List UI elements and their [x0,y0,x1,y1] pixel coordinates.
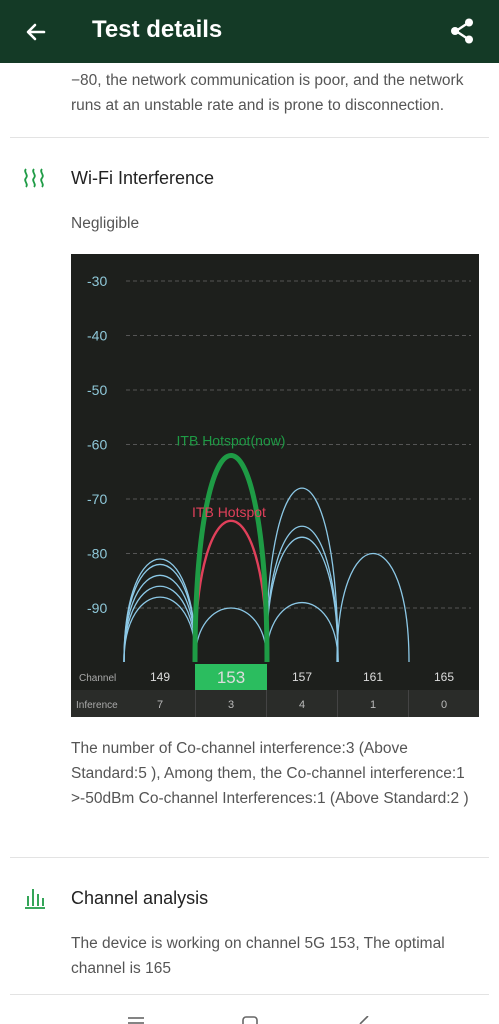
share-button[interactable] [443,12,481,50]
inference-row-label: Inference [76,700,118,711]
interference-curve [194,607,268,663]
interference-curve [123,574,197,663]
inference-count: 7 [157,699,163,711]
back-button[interactable] [18,14,54,50]
nav-back-icon[interactable] [356,1016,370,1024]
channel-label: 153 [217,668,245,687]
interference-curve [265,536,339,663]
interference-curve [336,552,410,663]
divider [10,857,489,858]
overlap-network-curve [193,519,269,663]
arrow-left-icon [26,23,46,41]
interference-curve [123,564,197,663]
interference-title: Wi-Fi Interference [71,168,215,188]
channel-label: 165 [434,670,454,684]
channel-analysis-title: Channel analysis [71,888,209,908]
interference-curve [265,525,339,663]
interference-curve [123,558,197,663]
interference-curve [265,487,339,663]
app-bar: Test details [0,0,499,63]
y-tick-label: -50 [87,382,107,398]
channel-row [71,664,479,690]
signal-note: −80, the network communication is poor, … [71,72,464,114]
system-nav-bar [0,1004,499,1024]
menu-icon[interactable] [128,1016,144,1024]
divider [10,994,489,995]
inference-count: 4 [299,699,305,711]
y-tick-label: -60 [87,437,107,453]
y-tick-label: -70 [87,491,107,507]
channel-label: 161 [363,670,383,684]
divider [10,137,489,138]
current-network-curve [192,453,270,663]
wifi-waves-icon [24,168,44,188]
selected-channel-highlight [195,664,267,690]
channel-label: 149 [150,670,170,684]
chart-canvas: -30 -40 -50 -60 -70 -80 -90 ITB Hotspot(now) ITB… [71,273,479,717]
bar-chart-icon [25,889,45,909]
overlap-network-label: ITB Hotspot [192,504,266,520]
page-title: Test details [92,16,223,43]
channel-label: 157 [292,670,312,684]
y-tick-label: -90 [87,600,107,616]
interference-level: Negligible [71,215,140,232]
current-network-label: ITB Hotspot(now) [177,432,286,448]
y-tick-label: -30 [87,273,107,289]
inference-count: 3 [228,699,234,711]
channel-chart: -30 -40 -50 -60 -70 -80 -90 ITB Hotspot(now) ITB… [71,254,479,717]
share-icon [451,18,473,44]
interference-curve [265,601,339,663]
inference-row [71,690,479,717]
inference-count: 0 [441,699,447,711]
y-tick-label: -40 [87,328,107,344]
y-tick-label: -80 [87,546,107,562]
home-icon[interactable] [242,1016,258,1024]
inference-count: 1 [370,699,376,711]
channel-row-label: Channel [79,673,116,684]
channel-analysis-description: The device is working on channel 5G 153,… [71,935,445,977]
interference-description: The number of Co-channel interference:3 … [71,740,469,807]
interference-curve [123,585,197,663]
